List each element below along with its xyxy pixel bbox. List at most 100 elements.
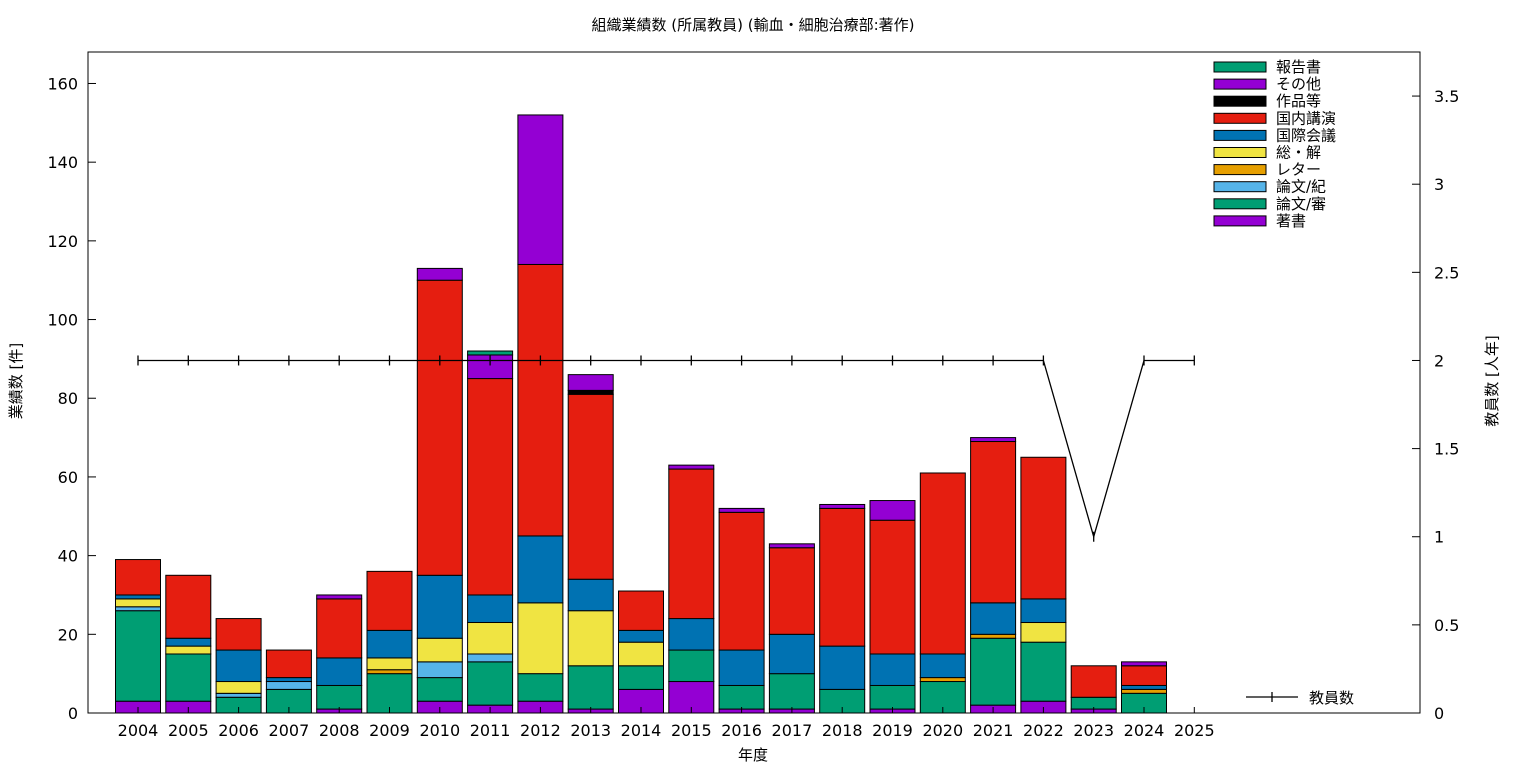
y2-tick-label: 3.5 [1434,87,1459,106]
x-tick-label: 2020 [922,721,963,740]
bar-segment-2022-1 [1020,641,1067,702]
bar-segment-2017-5 [768,633,815,675]
y2-tick-label: 1 [1434,528,1444,547]
bar-segment-2004-4 [115,598,161,608]
bar-segment-2010-8 [416,267,463,281]
x-tick-label: 2016 [721,721,762,740]
plot-frame [87,51,1421,714]
bar-segment-2009-3 [366,669,413,675]
legend-swatch-6 [1213,164,1267,176]
bar-segment-2010-6 [416,279,463,576]
legend-label-5: 総・解 [1276,144,1321,162]
bar-segment-2009-1 [366,673,413,714]
bar-segment-2012-5 [517,535,564,604]
bar-segment-2014-4 [618,641,664,667]
y2-tick-label: 0.5 [1434,616,1459,635]
bar-segment-2018-5 [819,645,866,690]
bar-segment-2020-6 [919,472,966,655]
legend-swatch-2 [1213,95,1267,107]
x-tick-label: 2009 [369,721,410,740]
bar-segment-2009-4 [366,657,413,671]
bar-segment-2023-6 [1070,665,1117,698]
bar-segment-2006-4 [215,681,262,694]
bar-segment-2013-5 [567,578,614,612]
x-tick-label: 2010 [419,721,460,740]
x-tick-label: 2023 [1073,721,1114,740]
bar-segment-2010-2 [416,661,463,679]
x-tick-label: 2019 [872,721,913,740]
x-tick-label: 2012 [520,721,561,740]
y-tick-label: 120 [47,232,78,251]
bar-segment-2024-8 [1121,661,1167,667]
bar-segment-2018-6 [819,507,866,647]
legend-label-8: 論文/審 [1276,195,1326,213]
bar-segment-2021-6 [970,441,1017,604]
bar-segment-2021-1 [970,637,1017,706]
y2-axis-title: 教員数 [人年] [1483,335,1501,426]
bar-segment-2015-8 [668,464,715,470]
bar-segment-2004-6 [115,559,161,596]
bar-segment-2007-2 [265,681,312,690]
legend-swatch-8 [1213,198,1267,210]
legend-label-9: 著書 [1276,212,1306,230]
bar-segment-2017-6 [768,547,815,635]
bar-segment-2017-8 [768,543,815,549]
y-tick-label: 60 [58,468,78,487]
x-tick-label: 2018 [822,721,863,740]
bar-segment-2012-8 [517,114,564,265]
y-tick-label: 40 [58,547,78,566]
x-tick-label: 2007 [269,721,310,740]
bar-segment-2009-6 [366,570,413,631]
legend-label-7: 論文/紀 [1276,178,1326,196]
bar-segment-2005-1 [165,653,212,702]
bar-segment-2017-1 [768,673,815,710]
legend-label-0: 報告書 [1276,58,1321,76]
bar-segment-2012-1 [517,673,564,702]
staff-count-line [138,359,1195,540]
bar-segment-2022-4 [1020,622,1067,643]
x-tick-label: 2014 [621,721,662,740]
bar-segment-2022-6 [1020,456,1067,600]
x-tick-label: 2013 [570,721,611,740]
legend-label-1: その他 [1276,75,1321,93]
bar-segment-2019-1 [869,684,916,710]
legend-swatch-7 [1213,181,1267,193]
chart-title: 組織業績数 (所属教員) (輸血・細胞治療部:著作) [591,16,914,34]
bar-segment-2014-6 [618,590,664,631]
bar-segment-2016-5 [718,649,765,686]
y-tick-label: 20 [58,625,78,644]
bar-segment-2004-2 [115,606,161,612]
bar-segment-2014-5 [618,629,664,643]
bar-segment-2018-8 [819,503,866,509]
x-tick-label: 2015 [671,721,712,740]
bar-segment-2020-3 [919,677,966,683]
legend-label-3: 国内講演 [1276,109,1336,127]
x-tick-label: 2011 [470,721,511,740]
legend-label-6: レター [1276,161,1321,179]
bar-segment-2007-6 [265,649,312,679]
bar-segment-2016-8 [718,507,765,513]
bar-segment-2005-6 [165,574,212,639]
y-tick-label: 80 [58,389,78,408]
bar-segment-2013-6 [567,393,614,580]
x-tick-label: 2005 [168,721,209,740]
bar-segment-2022-5 [1020,598,1067,624]
y-tick-label: 140 [47,153,78,172]
x-tick-label: 2021 [973,721,1014,740]
legend-swatch-1 [1213,78,1267,90]
bar-segment-2006-2 [215,692,262,698]
bar-segment-2015-1 [668,649,715,683]
bar-segment-2006-6 [215,618,262,651]
legend-label-4: 国際会議 [1276,126,1336,144]
x-tick-label: 2006 [218,721,259,740]
bar-segment-2006-5 [215,649,262,683]
legend-swatch-5 [1213,147,1267,158]
bar-segment-2013-4 [567,610,614,667]
bar-segment-2014-1 [618,665,664,690]
bar-segment-2010-1 [416,677,463,702]
bar-segment-2011-6 [467,378,514,596]
x-tick-label: 2024 [1124,721,1165,740]
